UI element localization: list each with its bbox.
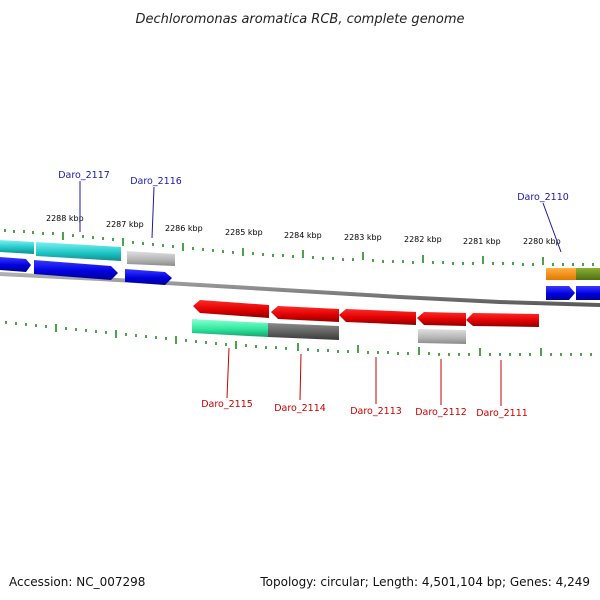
gray-feature[interactable] [418, 329, 466, 344]
upper-scale-ticks [4, 229, 594, 266]
leader-line [226, 347, 230, 399]
scale-label-2286: 2286 kbp [165, 224, 203, 233]
leader-line [299, 353, 302, 401]
reverse-cds[interactable] [193, 300, 269, 318]
forward-cds[interactable] [34, 260, 118, 280]
green-feature[interactable] [192, 319, 268, 337]
orange-feature[interactable] [546, 268, 576, 280]
reverse-cds[interactable] [417, 312, 466, 326]
forward-cds[interactable] [125, 269, 172, 285]
scale-label-2284: 2284 kbp [284, 231, 322, 240]
forward-cds[interactable] [546, 286, 575, 300]
reverse-cds[interactable] [466, 313, 539, 327]
lower-scale-ticks [5, 321, 592, 356]
scale-label-2283: 2283 kbp [344, 233, 382, 242]
forward-cds[interactable] [576, 286, 600, 300]
gene-label-daro-2117[interactable]: Daro_2117 [58, 170, 110, 181]
gene-label-daro-2115[interactable]: Daro_2115 [201, 399, 253, 410]
reverse-cds[interactable] [339, 309, 416, 325]
gene-label-daro-2111[interactable]: Daro_2111 [476, 408, 528, 419]
map-title: Dechloromonas aromatica RCB, complete ge… [135, 12, 464, 27]
scale-label-2282: 2282 kbp [404, 235, 442, 244]
genome-summary: Topology: circular; Length: 4,501,104 bp… [259, 575, 590, 589]
genome-backbone [0, 272, 600, 307]
gene-label-daro-2114[interactable]: Daro_2114 [274, 403, 326, 414]
accession-label: Accession: NC_007298 [9, 575, 145, 589]
gene-label-daro-2110[interactable]: Daro_2110 [517, 192, 569, 203]
gray-feature[interactable] [127, 251, 175, 266]
scale-label-2288: 2288 kbp [46, 214, 84, 223]
olive-feature[interactable] [576, 268, 600, 280]
cyan-feature[interactable] [0, 240, 34, 254]
forward-cds[interactable] [0, 257, 31, 272]
scale-label-2280: 2280 kbp [523, 237, 561, 246]
reverse-cds[interactable] [271, 306, 339, 322]
scale-label-2285: 2285 kbp [225, 228, 263, 237]
scale-label-2281: 2281 kbp [463, 237, 501, 246]
gene-label-daro-2113[interactable]: Daro_2113 [350, 406, 402, 417]
scale-label-2287: 2287 kbp [106, 220, 144, 229]
gene-label-daro-2112[interactable]: Daro_2112 [415, 407, 467, 418]
cyan-feature[interactable] [36, 242, 121, 261]
leader-line [542, 202, 562, 253]
dark-gray-feature[interactable] [268, 323, 339, 340]
gene-label-daro-2116[interactable]: Daro_2116 [130, 176, 182, 187]
leader-line [151, 186, 155, 239]
